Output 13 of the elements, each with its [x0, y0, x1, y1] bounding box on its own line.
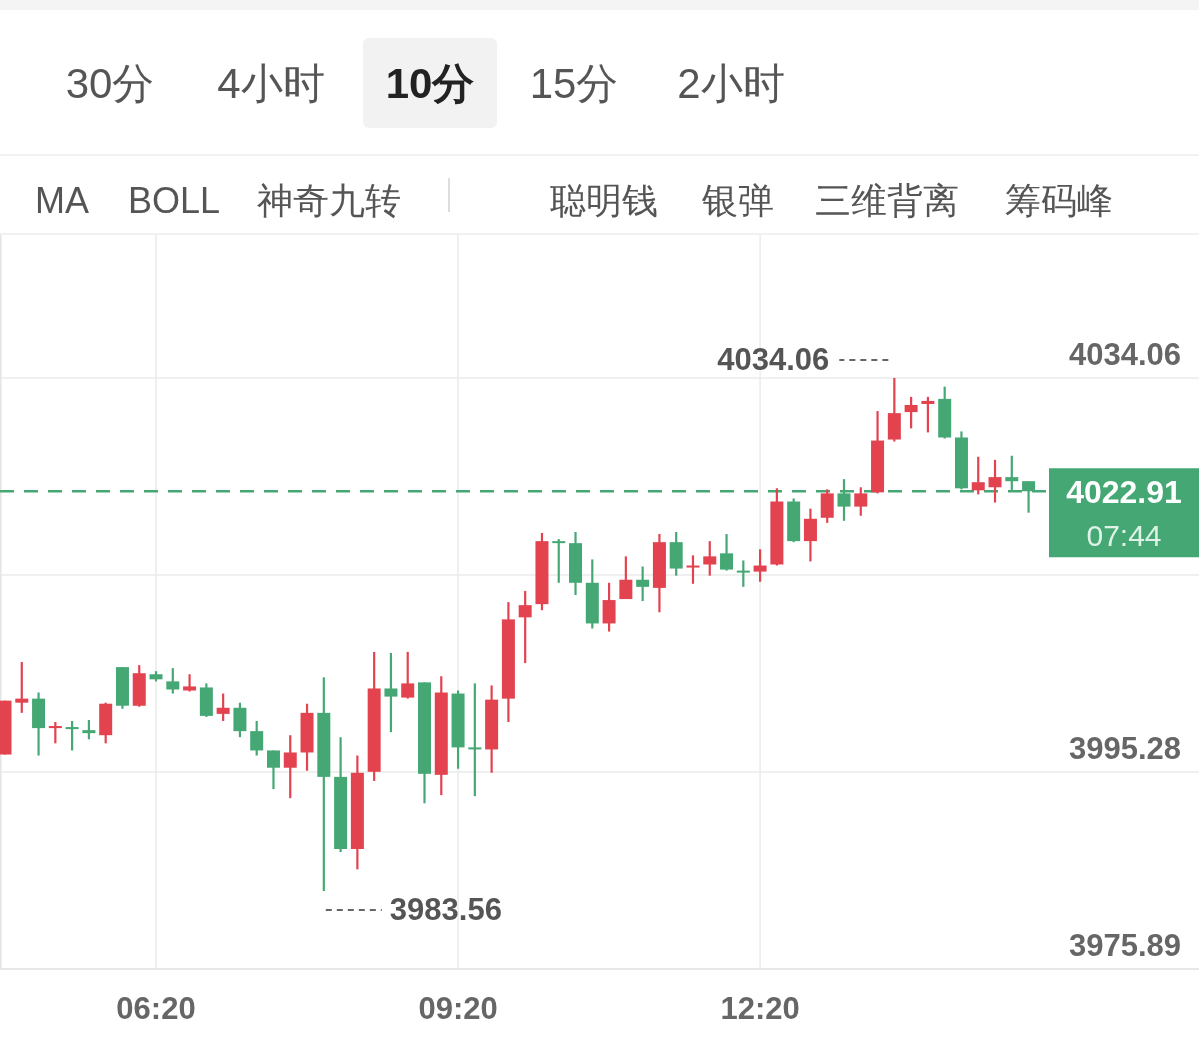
y-tick-label: 3975.89 [1068, 928, 1181, 963]
annotation-extreme: 3983.56 [324, 892, 502, 928]
annotation: 3983.56 [389, 892, 502, 928]
ref-line-label: 4022.91 [1066, 474, 1182, 511]
y-tick-label: 3995.28 [1068, 730, 1181, 766]
x-tick-label: 06:20 [116, 991, 196, 1026]
y-tick-label: 4034.06 [1068, 336, 1181, 372]
x-tick-label: 09:20 [418, 991, 498, 1026]
annotation-extreme: 4034.06 [717, 341, 890, 377]
price-tag: 4022.91 07:44 [1049, 468, 1199, 558]
header: 30分 4小时 10分 15分 2小时 MA BOLL 神奇九转 聪明钱 银弹 三维背离 筹码峰 [0, 38, 1199, 235]
x-tick-label: 12:20 [720, 991, 800, 1026]
annotation: 4034.06 [717, 341, 830, 377]
